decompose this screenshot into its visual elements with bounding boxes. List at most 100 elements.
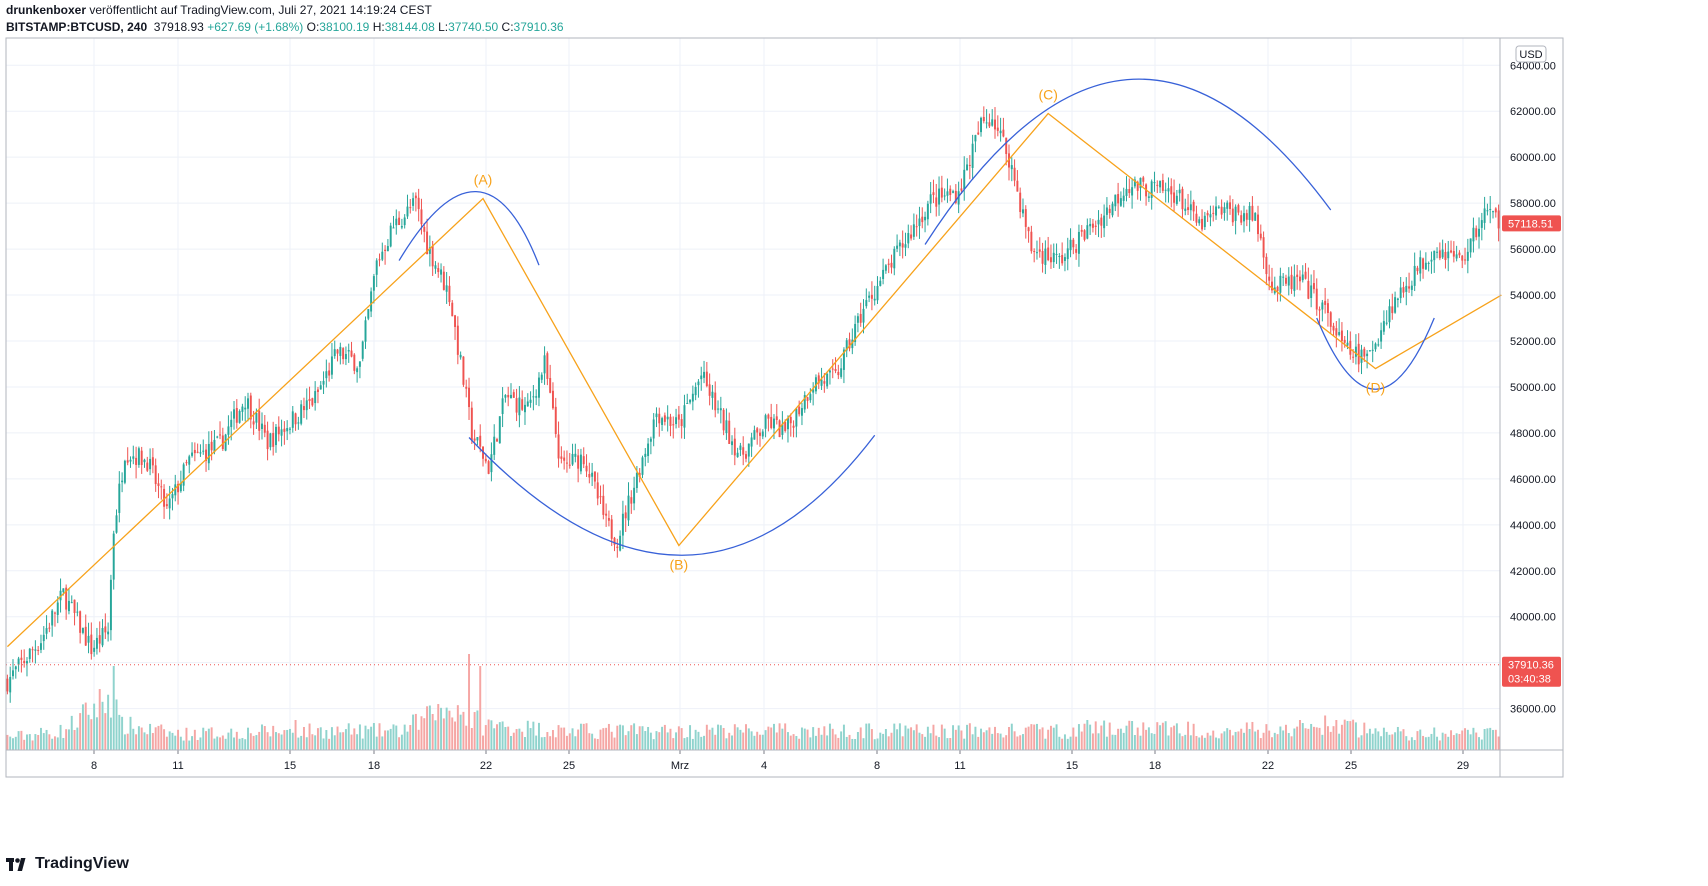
candle-body[interactable] [269,433,272,448]
candle-body[interactable] [1212,212,1215,214]
candle-body[interactable] [1080,229,1083,232]
candle-body[interactable] [1287,276,1290,286]
candle-body[interactable] [1413,265,1416,286]
candle-body[interactable] [616,546,619,549]
candle-body[interactable] [1436,251,1439,253]
wave-label[interactable]: (D) [1366,380,1385,396]
candle-body[interactable] [437,268,440,273]
candle-body[interactable] [806,397,809,401]
candle-body[interactable] [1089,223,1092,227]
candle-body[interactable] [960,188,963,191]
candle-body[interactable] [641,457,644,475]
candle-body[interactable] [171,494,174,499]
candle-body[interactable] [73,599,76,613]
candle-body[interactable] [1466,251,1469,261]
candle-body[interactable] [512,392,515,398]
candle-body[interactable] [1234,206,1237,221]
candle-body[interactable] [350,350,353,357]
candle-body[interactable] [1346,342,1349,346]
candle-body[interactable] [1329,312,1332,327]
candle-body[interactable] [132,456,135,459]
candle-body[interactable] [174,484,177,496]
candle-body[interactable] [708,384,711,396]
candle-body[interactable] [1469,238,1472,253]
candle-body[interactable] [288,428,291,430]
candle-body[interactable] [459,354,462,358]
candle-body[interactable] [786,417,789,430]
candle-body[interactable] [490,454,493,473]
candle-body[interactable] [1142,177,1145,182]
candle-body[interactable] [1209,214,1212,218]
candle-body[interactable] [375,260,378,275]
candle-body[interactable] [1452,250,1455,257]
candle-body[interactable] [582,456,585,465]
candle-body[interactable] [235,408,238,423]
candle-body[interactable] [339,346,342,356]
candle-body[interactable] [126,460,129,463]
candle-body[interactable] [370,291,373,312]
candle-body[interactable] [95,637,98,649]
candle-body[interactable] [910,234,913,239]
candle-body[interactable] [1058,255,1061,257]
candle-body[interactable] [90,634,93,655]
candle-body[interactable] [1139,177,1142,189]
candle-body[interactable] [890,262,893,268]
candle-body[interactable] [1173,192,1176,203]
candle-body[interactable] [1324,300,1327,305]
candle-body[interactable] [652,419,655,439]
candle-body[interactable] [988,122,991,127]
candle-body[interactable] [431,245,434,267]
candle-body[interactable] [1410,285,1413,290]
candle-body[interactable] [1164,189,1167,191]
candle-body[interactable] [14,666,17,670]
candle-body[interactable] [1229,202,1231,209]
candle-body[interactable] [465,386,468,389]
candle-body[interactable] [602,495,605,515]
candle-body[interactable] [224,434,227,451]
candle-body[interactable] [1483,208,1486,223]
candle-body[interactable] [344,354,347,360]
candle-body[interactable] [982,116,985,122]
candle-body[interactable] [109,579,112,631]
candle-body[interactable] [1170,186,1173,195]
candle-body[interactable] [445,285,448,292]
candle-body[interactable] [1321,302,1324,310]
candle-body[interactable] [1184,208,1187,211]
candle-body[interactable] [1382,321,1385,332]
candle-body[interactable] [859,313,862,323]
candle-body[interactable] [680,419,683,427]
candle-body[interactable] [1251,205,1254,221]
candle-body[interactable] [624,512,627,519]
candle-body[interactable] [1290,274,1293,290]
candle-body[interactable] [163,488,166,507]
candle-body[interactable] [697,381,700,386]
candle-body[interactable] [104,626,107,633]
candle-body[interactable] [795,408,798,427]
candle-body[interactable] [907,233,910,244]
candle-body[interactable] [330,356,333,375]
candle-body[interactable] [658,413,661,424]
candle-body[interactable] [1310,285,1313,298]
candle-body[interactable] [308,398,311,402]
candle-body[interactable] [1402,287,1405,293]
candle-body[interactable] [705,371,708,387]
candle-body[interactable] [557,434,560,459]
candle-body[interactable] [770,416,773,428]
candle-body[interactable] [361,341,364,359]
candle-body[interactable] [1424,262,1427,270]
candle-body[interactable] [297,422,300,424]
candle-body[interactable] [67,600,70,612]
candle-body[interactable] [280,429,283,436]
candle-body[interactable] [314,391,317,404]
candle-body[interactable] [487,461,490,474]
candle-body[interactable] [865,300,868,307]
candle-body[interactable] [1259,233,1262,239]
candle-body[interactable] [677,414,680,420]
candle-body[interactable] [655,413,658,418]
candle-body[interactable] [940,187,943,198]
candle-body[interactable] [207,443,210,464]
candle-body[interactable] [1282,276,1285,278]
candle-body[interactable] [532,396,535,398]
candle-body[interactable] [9,676,12,693]
